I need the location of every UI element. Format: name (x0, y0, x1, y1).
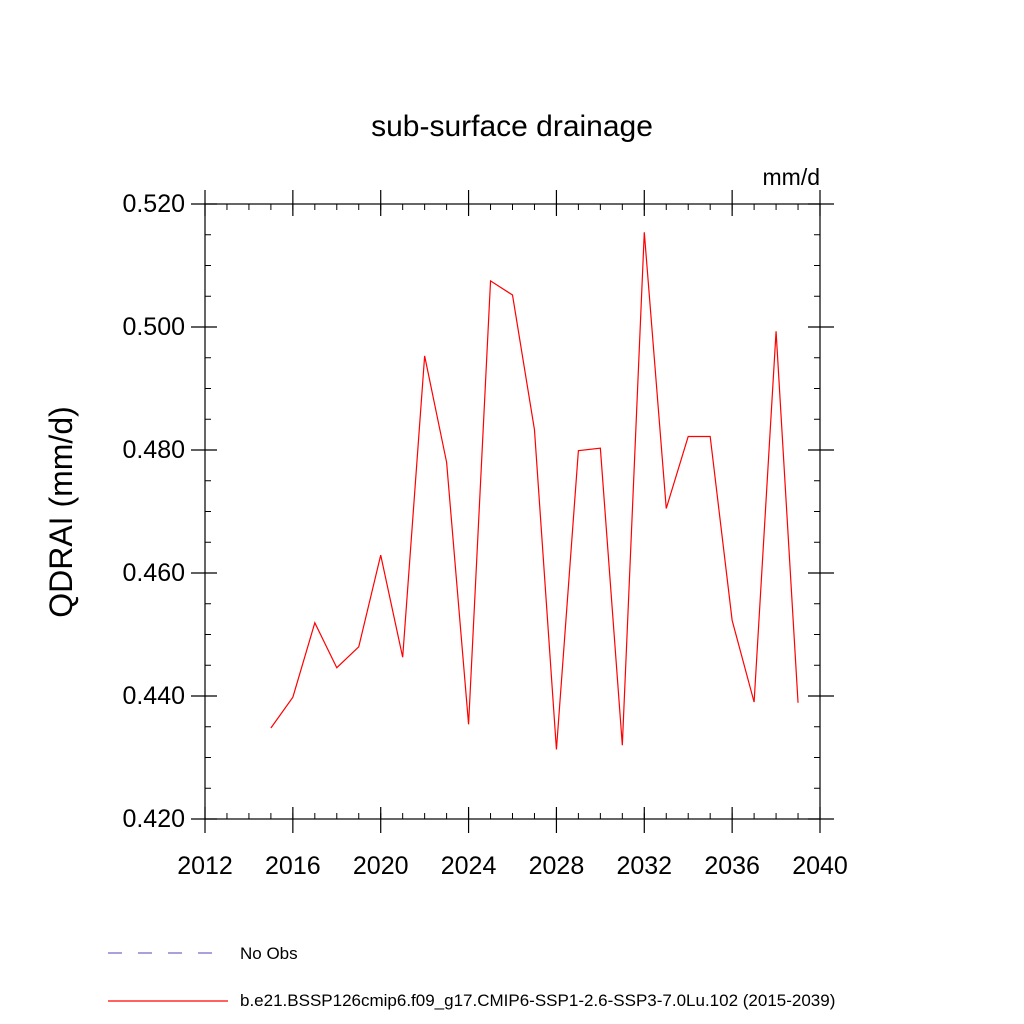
y-tick-label: 0.500 (122, 313, 185, 341)
x-tick-label: 2020 (353, 852, 409, 880)
units-label: mm/d (763, 164, 821, 190)
y-tick-label: 0.480 (122, 436, 185, 464)
series-layer (270, 232, 799, 750)
x-tick-label: 2016 (265, 852, 321, 880)
x-tick-labels: 2012 2016 2020 2024 2028 2032 2036 2040 (177, 852, 848, 880)
y-tick-label: 0.520 (122, 190, 185, 218)
y-axis-label: QDRAI (mm/d) (43, 406, 79, 618)
y-tick-labels: 0.420 0.440 0.460 0.480 0.500 0.520 (122, 190, 185, 833)
legend-label-no-obs: No Obs (240, 944, 298, 963)
x-tick-label: 2040 (792, 852, 848, 880)
chart-title: sub-surface drainage (371, 110, 653, 143)
y-tick-label: 0.460 (122, 559, 185, 587)
x-major-ticks (204, 190, 821, 833)
y-tick-label: 0.440 (122, 682, 185, 710)
y-major-ticks (191, 203, 834, 820)
x-tick-label: 2012 (177, 852, 233, 880)
x-tick-label: 2028 (529, 852, 585, 880)
x-tick-label: 2024 (441, 852, 497, 880)
y-tick-label: 0.420 (122, 805, 185, 833)
legend-label-series: b.e21.BSSP126cmip6.f09_g17.CMIP6-SSP1-2.… (240, 991, 835, 1010)
legend: No Obs b.e21.BSSP126cmip6.f09_g17.CMIP6-… (108, 944, 835, 1010)
x-tick-label: 2032 (616, 852, 672, 880)
series-line (270, 232, 799, 750)
x-tick-label: 2036 (704, 852, 760, 880)
